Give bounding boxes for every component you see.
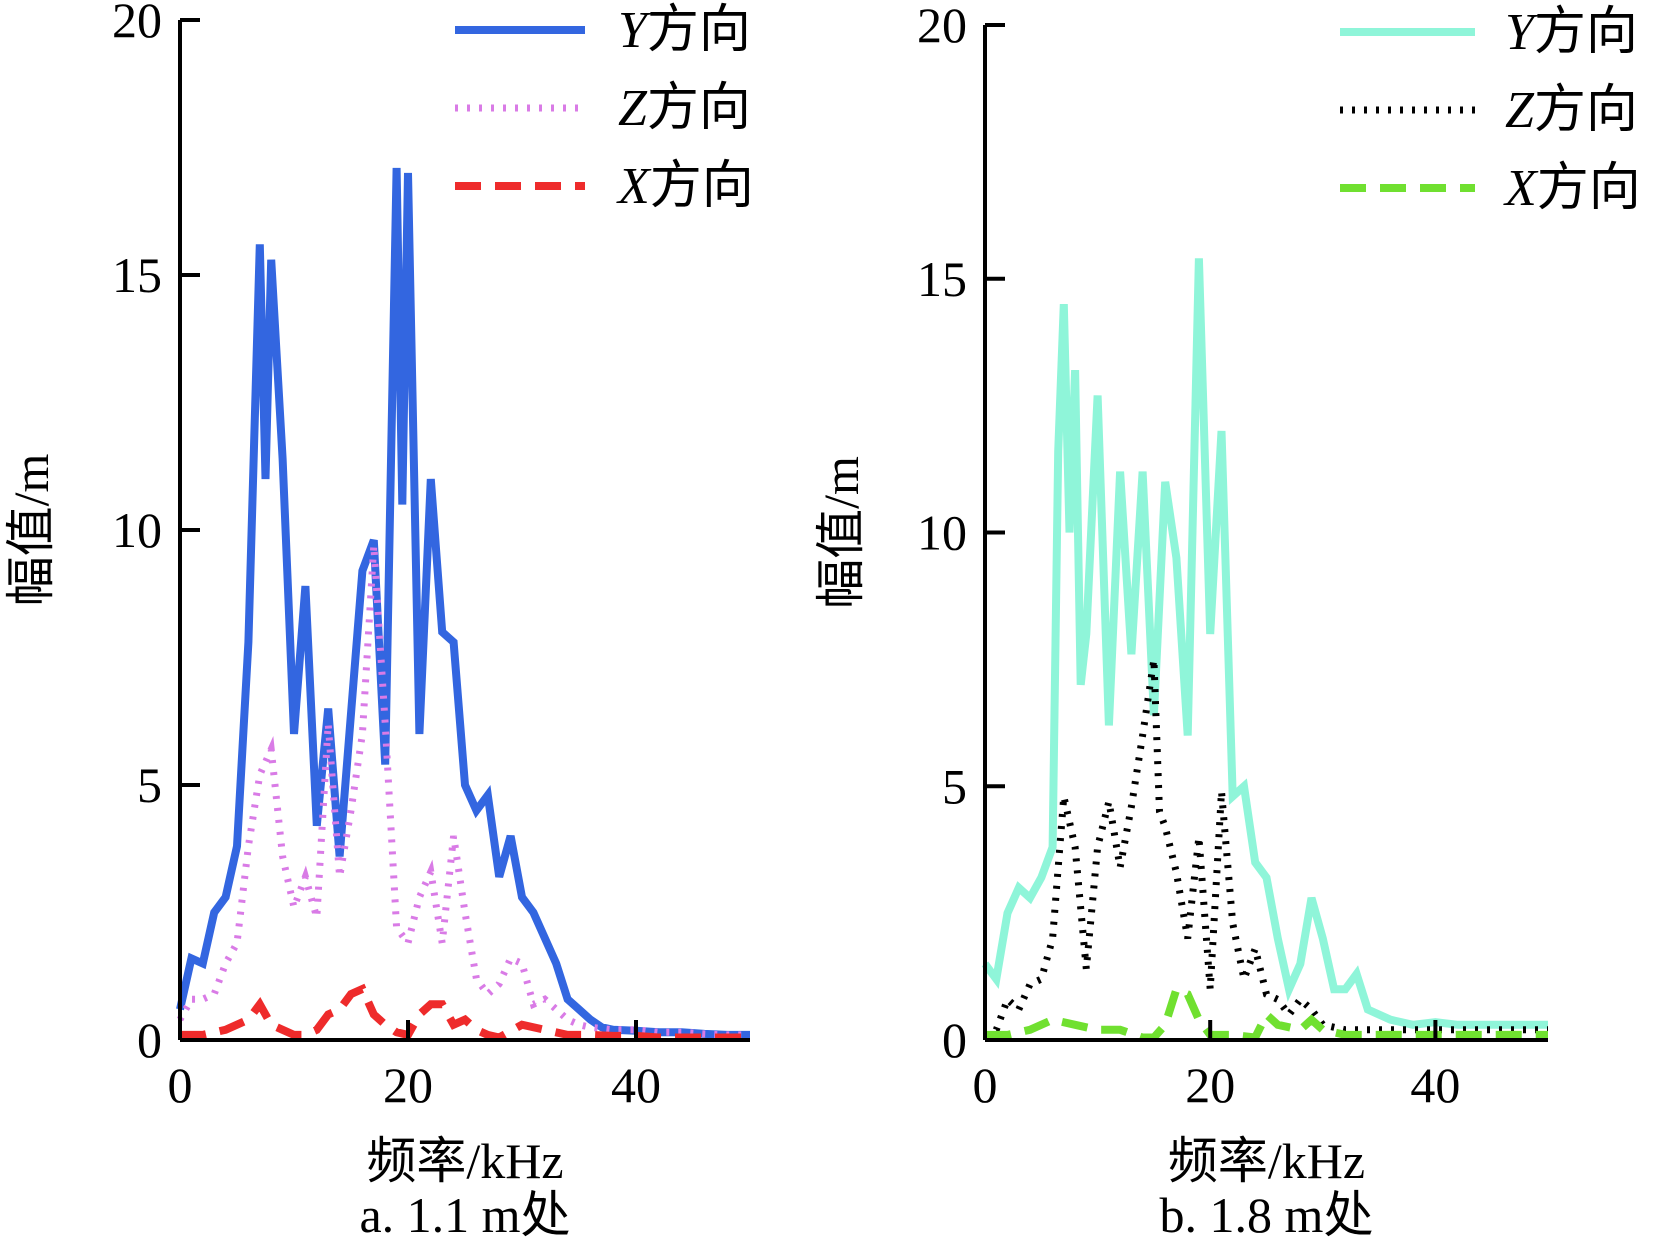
legend-variable: Y [1505, 4, 1539, 61]
legend-suffix: 方向 [1534, 4, 1638, 61]
y-tick-label: 10 [112, 502, 162, 558]
legend-suffix: 方向 [1534, 82, 1638, 139]
series-line-z [983, 658, 1548, 1039]
legend-suffix: 方向 [1537, 160, 1641, 217]
legend-variable: Z [618, 80, 648, 137]
legend-variable: Z [1505, 82, 1535, 139]
series-line-y [176, 167, 750, 1039]
y-tick-label: 15 [112, 247, 162, 303]
y-tick-label: 5 [137, 757, 162, 813]
legend-variable: X [616, 158, 652, 215]
legend-suffix: 方向 [647, 2, 751, 59]
series-line-x [180, 983, 750, 1042]
x-tick-label: 20 [383, 1057, 433, 1113]
y-tick-label: 0 [942, 1012, 967, 1068]
y-axis-label: 幅值/m [813, 456, 869, 609]
y-tick-label: 15 [917, 251, 967, 307]
x-tick-label: 0 [973, 1057, 998, 1113]
x-tick-label: 40 [1410, 1057, 1460, 1113]
legend-variable: X [1503, 160, 1539, 217]
legend-suffix: 方向 [647, 80, 751, 137]
legend-variable: Y [618, 2, 652, 59]
y-tick-label: 10 [917, 505, 967, 561]
series-line-y [981, 258, 1548, 1029]
legend-label-z: Z方向 [618, 80, 751, 137]
x-tick-label: 40 [611, 1057, 661, 1113]
y-tick-label: 5 [942, 758, 967, 814]
x-axis-label: 频率/kHz [1168, 1133, 1365, 1189]
legend-label-x: X方向 [1503, 160, 1641, 217]
series-line-z [176, 545, 750, 1039]
legend-label-y: Y方向 [1505, 4, 1638, 61]
x-tick-label: 20 [1185, 1057, 1235, 1113]
legend-suffix: 方向 [650, 158, 754, 215]
y-tick-label: 0 [137, 1012, 162, 1068]
y-tick-label: 20 [112, 0, 162, 48]
legend-label-z: Z方向 [1505, 82, 1638, 139]
x-tick-label: 0 [168, 1057, 193, 1113]
legend-label-y: Y方向 [618, 2, 751, 59]
panel-caption: a. 1.1 m处 [359, 1187, 570, 1243]
legend-label-x: X方向 [616, 158, 754, 215]
y-axis-label: 幅值/m [3, 454, 59, 607]
x-axis-label: 频率/kHz [366, 1133, 563, 1189]
y-tick-label: 20 [917, 0, 967, 53]
panel-caption: b. 1.8 m处 [1160, 1187, 1374, 1243]
